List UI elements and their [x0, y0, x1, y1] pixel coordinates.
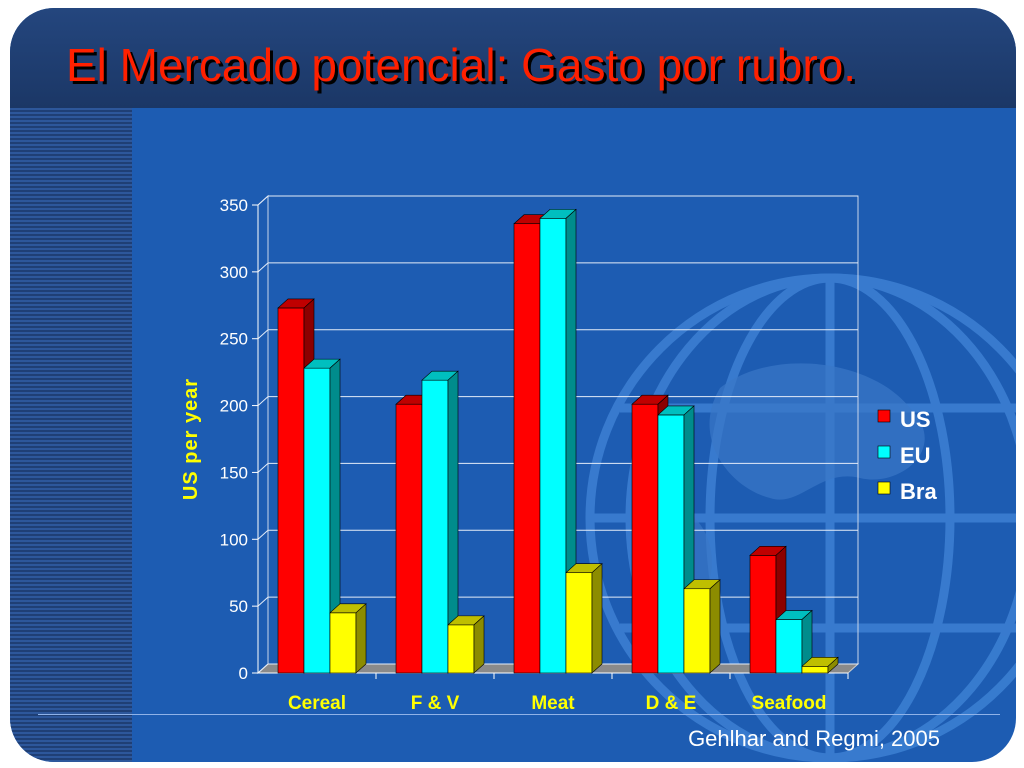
gridline-side: [257, 329, 269, 340]
bar-front: [683, 588, 711, 674]
y-axis-label: US per year: [180, 378, 202, 500]
bar-bra-1: [447, 615, 485, 674]
gridline-side: [257, 529, 269, 540]
legend-swatch-us: [877, 409, 891, 423]
y-tick-label: 350: [220, 196, 248, 215]
legend-label-us: US: [900, 407, 931, 432]
gridline-side: [257, 195, 269, 206]
bar-side: [591, 563, 603, 674]
x-category-label: Cereal: [288, 693, 346, 714]
bar-front: [775, 619, 803, 674]
x-category-label: D & E: [646, 693, 697, 714]
y-tick-label: 0: [239, 664, 248, 683]
slide: El Mercado potencial: Gasto por rubro. G…: [10, 8, 1016, 762]
legend-label-bra: Bra: [900, 479, 937, 504]
bar-side: [709, 579, 721, 674]
gridline-side: [257, 663, 269, 674]
x-category-label: F & V: [411, 693, 460, 714]
slide-title: El Mercado potencial: Gasto por rubro.: [66, 39, 857, 91]
bar-bra-3: [683, 579, 721, 674]
y-tick-label: 50: [229, 597, 248, 616]
y-tick-label: 100: [220, 530, 248, 549]
bar-front: [277, 307, 305, 674]
gridline-side: [257, 596, 269, 607]
bar-eu-1: [421, 370, 459, 674]
bar-front: [801, 666, 829, 674]
bar-front: [421, 379, 449, 674]
bar-front: [539, 218, 567, 674]
bar-front: [329, 612, 357, 674]
title-band: El Mercado potencial: Gasto por rubro.: [10, 8, 1016, 108]
bar-front: [395, 403, 423, 674]
x-category-label: Meat: [531, 693, 575, 714]
y-tick-label: 200: [220, 397, 248, 416]
bar-front: [657, 414, 685, 674]
gridline-side: [257, 262, 269, 273]
gridline-side: [257, 463, 269, 473]
bar-side: [827, 656, 839, 674]
bar-front: [447, 624, 475, 674]
x-category-label: Seafood: [752, 693, 827, 714]
y-tick-label: 150: [220, 463, 248, 482]
striped-side-panel: [10, 108, 132, 762]
legend-label-eu: EU: [900, 443, 931, 468]
bar-bra-0: [329, 603, 367, 674]
legend-swatch-eu: [877, 445, 891, 459]
y-tick-label: 300: [220, 263, 248, 282]
footer-divider: [38, 714, 1000, 715]
legend-swatch-bra: [877, 481, 891, 495]
gridline-side: [257, 396, 269, 406]
bar-bra-4: [801, 656, 839, 674]
bar-front: [513, 223, 541, 674]
bar-side: [355, 603, 367, 674]
bar-front: [565, 572, 593, 674]
bar-front: [631, 403, 659, 674]
source-credit: Gehlhar and Regmi, 2005: [688, 726, 940, 751]
bar-eu-2: [539, 208, 577, 674]
bar-bra-2: [565, 563, 603, 674]
bar-side: [473, 615, 485, 674]
bar-us-4: [749, 545, 787, 674]
bar-front: [749, 555, 777, 674]
bar-front: [303, 367, 331, 674]
y-tick-label: 250: [220, 330, 248, 349]
bar-eu-0: [303, 358, 341, 674]
